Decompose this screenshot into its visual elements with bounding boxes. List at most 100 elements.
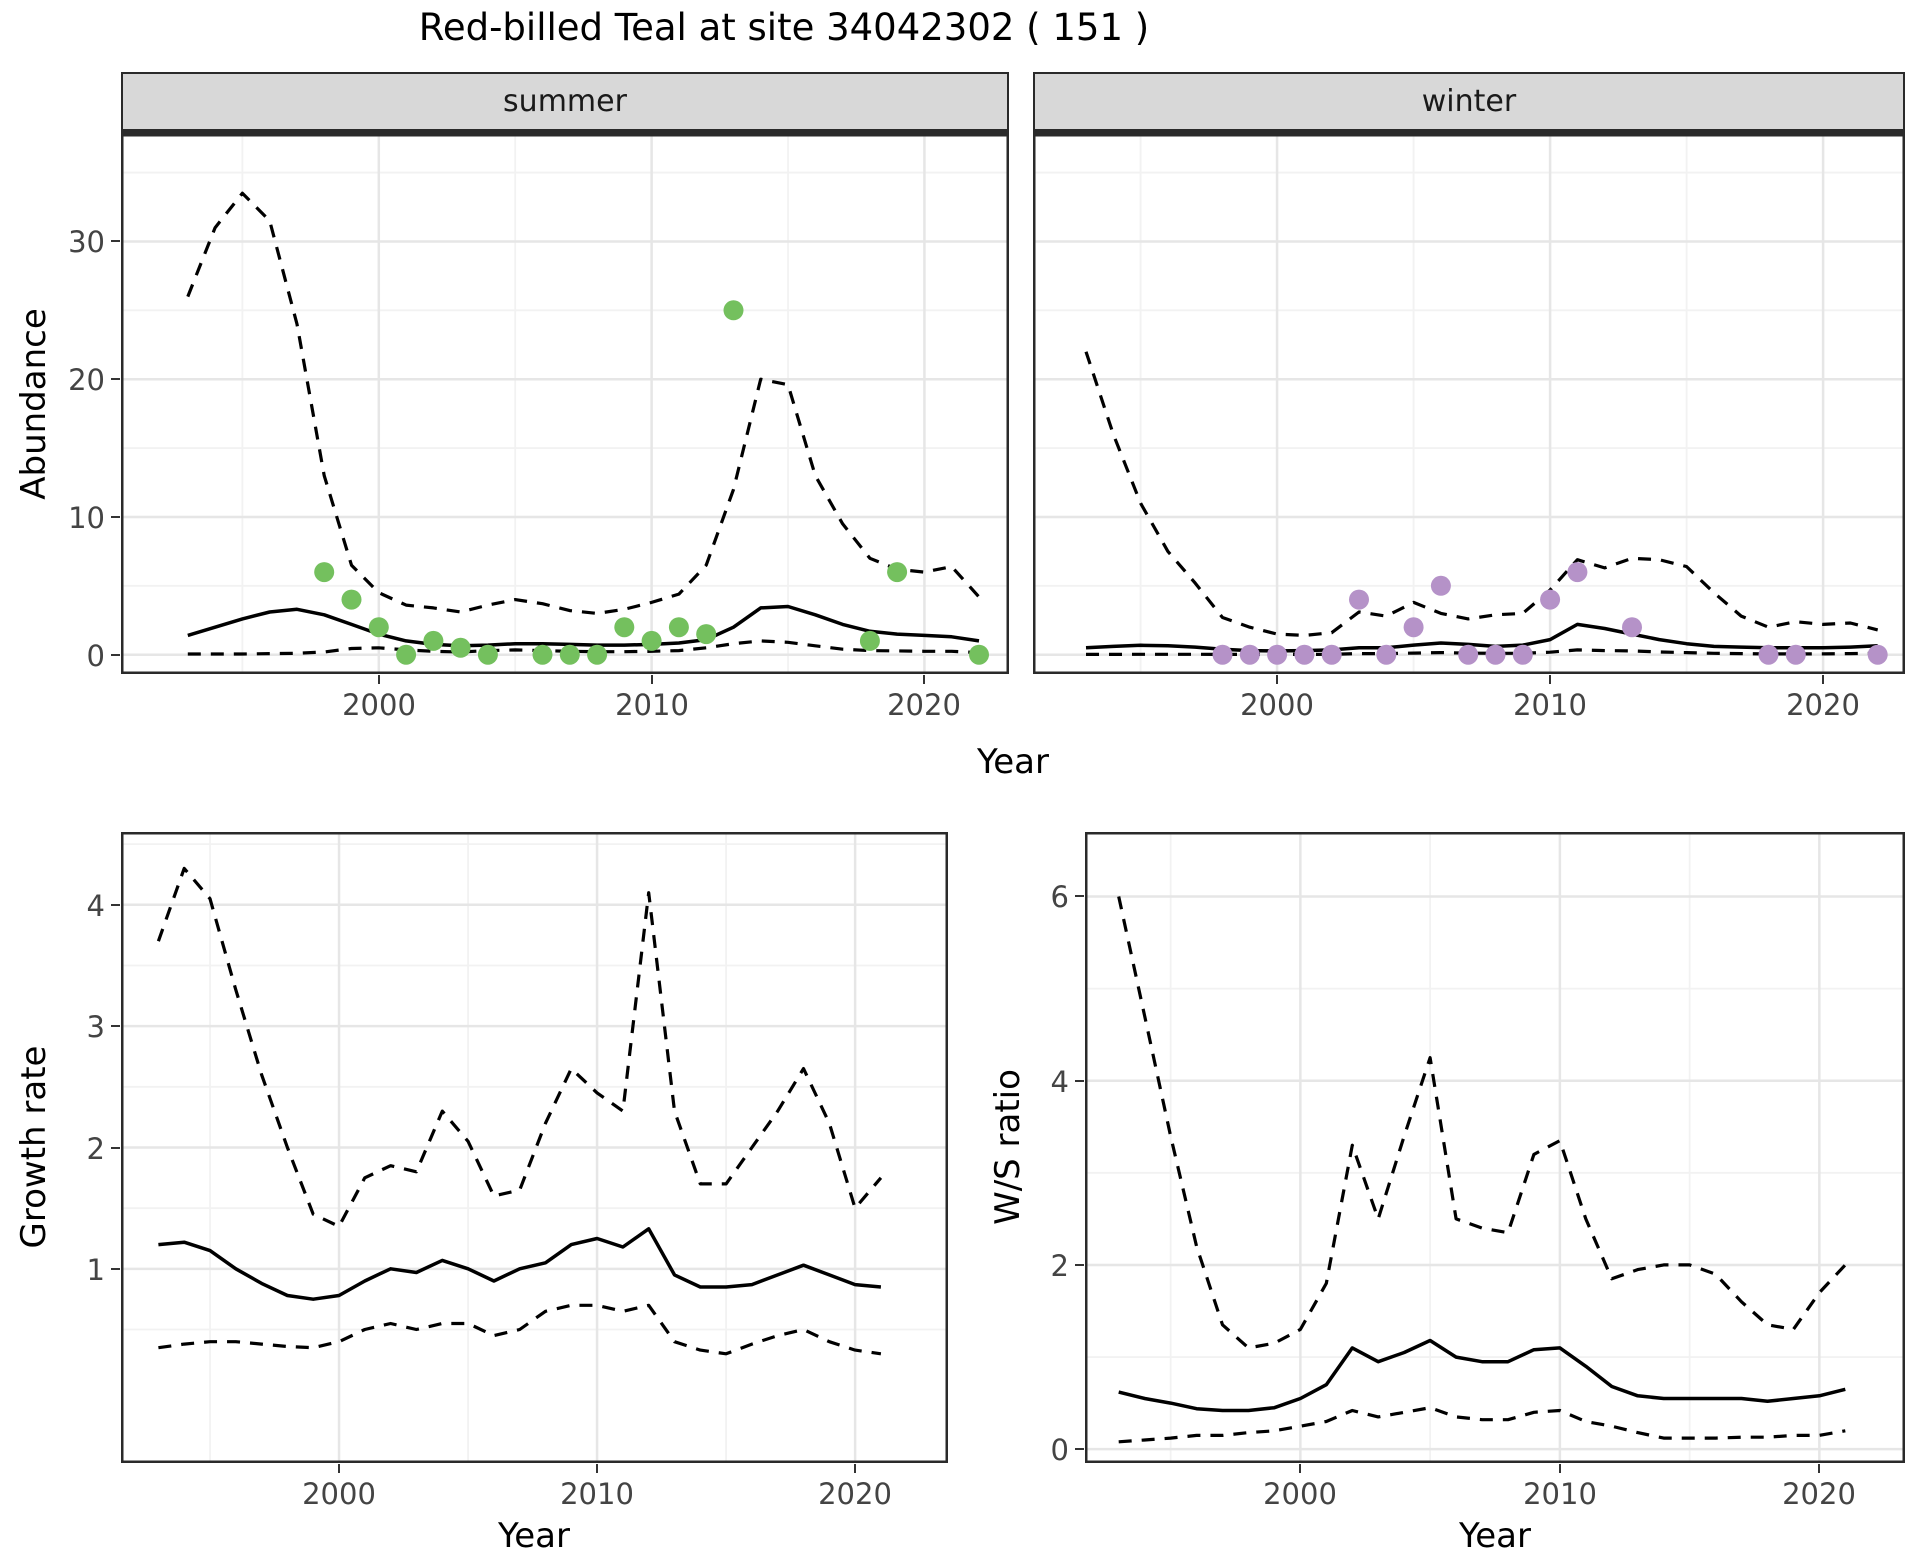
y-tick-mark — [111, 378, 120, 380]
observed-point — [614, 617, 635, 638]
observed-point — [559, 644, 580, 665]
y-tick-label: 0 — [1050, 1433, 1069, 1467]
x-tick-label: 2020 — [1786, 688, 1860, 722]
x-tick-label: 2010 — [560, 1477, 634, 1511]
observed-point — [1239, 644, 1260, 665]
x-tick-mark — [651, 675, 653, 684]
x-tick-label: 2000 — [1263, 1477, 1337, 1511]
facet-strip-summer: summer — [121, 72, 1009, 134]
observed-point — [723, 300, 744, 321]
observed-point — [423, 630, 444, 651]
observed-point — [1485, 644, 1506, 665]
observed-point — [532, 644, 553, 665]
observed-point — [1267, 644, 1288, 665]
x-tick-mark — [338, 1464, 340, 1473]
observed-point — [450, 637, 471, 658]
lower-ci-dashed-line — [1118, 1406, 1846, 1444]
fit-line — [1085, 622, 1878, 653]
lower-ci-dashed-line — [187, 639, 980, 656]
observed-point — [341, 589, 362, 610]
y-tick-label: 6 — [1050, 880, 1069, 914]
x-tick-mark — [854, 1464, 856, 1473]
y-tick-label: 2 — [1050, 1249, 1069, 1283]
y-axis-title-abundance: Abundance — [14, 308, 54, 500]
x-tick-label: 2010 — [1513, 688, 1587, 722]
x-axis-title-year-growth: Year — [498, 1516, 570, 1556]
x-tick-mark — [596, 1464, 598, 1473]
x-tick-label: 2010 — [615, 688, 689, 722]
observed-point — [1294, 644, 1315, 665]
y-tick-mark — [111, 516, 120, 518]
observed-point — [1512, 644, 1533, 665]
x-tick-mark — [923, 675, 925, 684]
y-tick-label: 30 — [68, 225, 105, 259]
x-tick-label: 2020 — [887, 688, 961, 722]
lower-ci-dashed-line — [1086, 648, 1878, 656]
panel-ws_ratio — [1085, 832, 1905, 1463]
observed-point — [1349, 589, 1369, 610]
fit-line — [1118, 1338, 1846, 1413]
observed-point — [668, 617, 689, 638]
y-tick-mark — [111, 240, 120, 242]
observed-point — [641, 630, 662, 651]
observed-point — [368, 617, 389, 638]
y-tick-mark — [111, 1147, 120, 1149]
y-tick-mark — [1075, 1080, 1084, 1082]
y-tick-mark — [111, 904, 120, 906]
fit-line — [158, 1227, 882, 1301]
lower-ci-dashed-line — [158, 1303, 882, 1356]
y-tick-label: 1 — [86, 1253, 105, 1287]
facet-strip-summer-label: summer — [503, 84, 627, 119]
observed-point — [477, 644, 498, 665]
observed-point — [696, 624, 717, 645]
observed-point — [1567, 562, 1588, 583]
observed-point — [969, 644, 989, 665]
y-tick-mark — [1075, 1264, 1084, 1266]
panel-abundance_winter — [1033, 134, 1905, 674]
y-tick-label: 0 — [86, 639, 105, 673]
x-tick-mark — [1299, 1464, 1301, 1473]
chart-title: Red-billed Teal at site 34042302 ( 151 ) — [418, 6, 1150, 49]
x-tick-mark — [1559, 1464, 1561, 1473]
facet-strip-winter: winter — [1033, 72, 1905, 134]
observed-point — [1376, 644, 1397, 665]
x-tick-mark — [1549, 675, 1551, 684]
facet-strip-winter-label: winter — [1421, 84, 1517, 119]
upper-ci-dashed-line — [156, 866, 883, 1228]
y-tick-label: 10 — [68, 501, 105, 535]
upper-ci-dashed-line — [1117, 896, 1847, 1350]
upper-ci-dashed-line — [1084, 351, 1879, 637]
x-tick-label: 2000 — [342, 688, 416, 722]
x-tick-label: 2000 — [1240, 688, 1314, 722]
observed-point — [1458, 644, 1479, 665]
observed-point — [1540, 589, 1561, 610]
x-tick-label: 2020 — [818, 1477, 892, 1511]
observed-point — [396, 644, 417, 665]
observed-point — [1321, 644, 1342, 665]
panel-growth_rate — [121, 832, 948, 1463]
observed-point — [1430, 575, 1451, 596]
x-axis-title-year-top: Year — [977, 742, 1049, 782]
observed-point — [1758, 644, 1779, 665]
x-tick-mark — [378, 675, 380, 684]
upper-ci-dashed-line — [186, 191, 981, 615]
observed-point — [859, 630, 880, 651]
x-tick-mark — [1822, 675, 1824, 684]
observed-point — [587, 644, 608, 665]
x-tick-mark — [1276, 675, 1278, 684]
fit-line — [187, 604, 980, 648]
x-tick-label: 2020 — [1782, 1477, 1856, 1511]
observed-point — [1785, 644, 1806, 665]
observed-point — [1403, 617, 1424, 638]
y-tick-mark — [111, 1268, 120, 1270]
x-tick-label: 2010 — [1523, 1477, 1597, 1511]
x-axis-title-year-ws: Year — [1459, 1516, 1531, 1556]
y-tick-mark — [111, 654, 120, 656]
x-tick-label: 2000 — [302, 1477, 376, 1511]
y-tick-mark — [111, 1025, 120, 1027]
observed-point — [1622, 617, 1642, 638]
observed-point — [1867, 644, 1888, 665]
y-axis-title-growth-rate: Growth rate — [14, 1045, 54, 1249]
y-tick-mark — [1075, 895, 1084, 897]
x-tick-mark — [1818, 1464, 1820, 1473]
